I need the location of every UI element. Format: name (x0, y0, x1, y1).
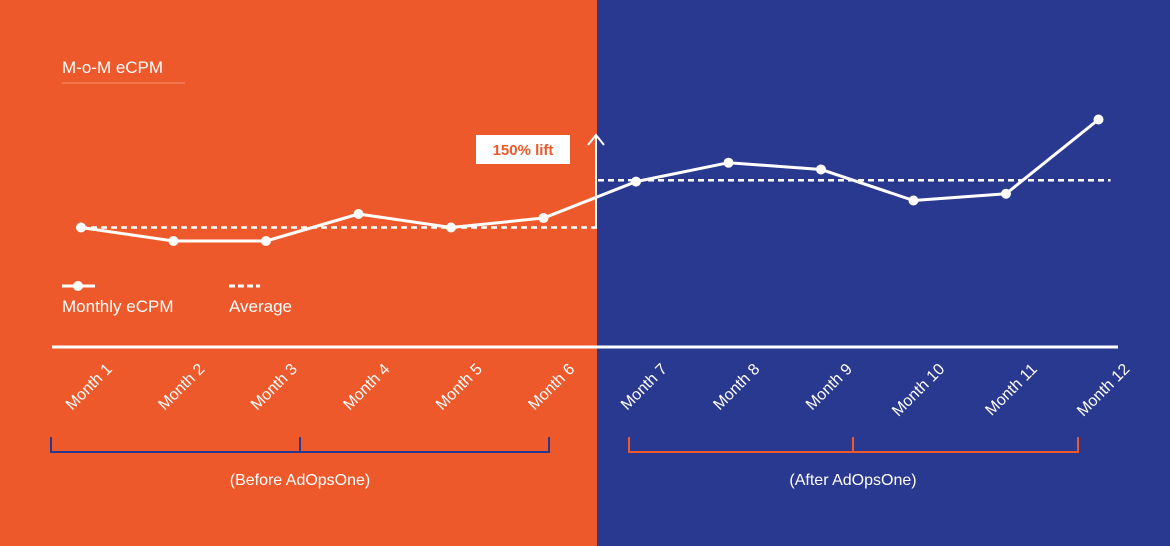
data-point-month-7 (631, 176, 641, 187)
data-point-month-6 (538, 213, 549, 224)
data-point-month-10 (908, 195, 919, 206)
data-point-month-11 (1001, 188, 1011, 199)
after-bracket (628, 437, 1079, 453)
data-point-month-3 (261, 236, 271, 246)
lift-annotation: 150% lift (476, 133, 605, 228)
lift-label-box (476, 135, 570, 164)
after-period-background (597, 0, 1170, 546)
data-point-month-1 (76, 222, 86, 233)
data-point-month-8 (723, 157, 734, 168)
data-point-month-2 (168, 236, 179, 246)
data-point-month-5 (446, 222, 456, 233)
before-bracket (50, 437, 550, 453)
legend-label-average: Average (229, 297, 292, 316)
legend-marker-swatch (73, 281, 83, 291)
data-point-month-4 (353, 209, 364, 219)
lift-arrow-head (587, 133, 605, 146)
lift-label: 150% lift (493, 142, 554, 159)
data-point-month-9 (816, 164, 826, 175)
chart-title: M-o-M eCPM (62, 58, 163, 77)
legend-label-monthly-ecpm: Monthly eCPM (62, 297, 173, 316)
average-lines (81, 179, 1111, 229)
after-period-label: (After AdOpsOne) (789, 472, 916, 489)
before-period-background (0, 0, 597, 546)
series-monthly-ecpm (76, 114, 1104, 246)
before-period-label: (Before AdOpsOne) (230, 472, 371, 489)
series-line (80, 118, 1100, 243)
data-point-month-12 (1093, 114, 1104, 125)
